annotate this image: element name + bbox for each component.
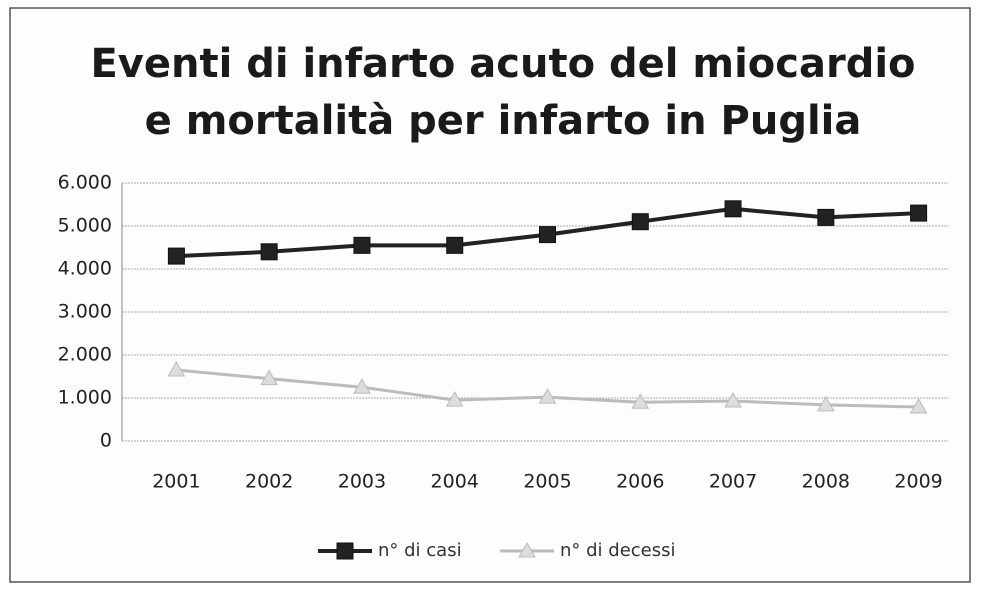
- data-point: [167, 361, 186, 377]
- legend-label: n° di decessi: [560, 540, 676, 561]
- data-point: [538, 388, 557, 404]
- x-tick-label: 2006: [616, 471, 664, 493]
- data-point: [724, 392, 742, 408]
- y-tick-label: 3.000: [58, 301, 112, 323]
- data-point: [910, 204, 928, 222]
- data-point: [353, 378, 371, 394]
- x-tick-label: 2003: [338, 471, 386, 493]
- data-point: [539, 226, 556, 244]
- data-point: [260, 243, 278, 261]
- chart-title: e mortalità per infarto in Puglia: [145, 98, 862, 144]
- data-point: [724, 200, 742, 218]
- legend-marker: [336, 542, 354, 560]
- x-tick-label: 2007: [709, 471, 757, 493]
- y-tick-label: 6.000: [58, 172, 112, 194]
- data-point: [817, 208, 835, 226]
- legend-marker: [518, 541, 536, 558]
- y-tick-label: 1.000: [58, 387, 112, 409]
- data-point: [631, 213, 649, 231]
- data-point: [353, 236, 371, 254]
- y-tick-label: 0: [100, 430, 112, 452]
- x-tick-label: 2002: [245, 471, 293, 493]
- data-point: [167, 247, 185, 265]
- data-point: [909, 398, 928, 414]
- data-point: [260, 369, 279, 386]
- chart-title: Eventi di infarto acuto del miocardio: [90, 41, 915, 87]
- x-tick-label: 2004: [431, 471, 479, 493]
- legend-label: n° di casi: [378, 540, 462, 561]
- data-point: [446, 236, 464, 254]
- data-point: [445, 391, 464, 407]
- y-tick-label: 5.000: [58, 215, 112, 237]
- y-tick-label: 4.000: [58, 258, 112, 280]
- data-point: [816, 395, 835, 412]
- x-tick-label: 2009: [894, 471, 942, 493]
- x-tick-label: 2005: [523, 471, 571, 493]
- chart-frame: [9, 7, 971, 583]
- x-tick-label: 2001: [152, 471, 200, 493]
- y-tick-label: 2.000: [58, 344, 112, 366]
- data-point: [631, 393, 650, 409]
- x-tick-label: 2008: [802, 471, 850, 493]
